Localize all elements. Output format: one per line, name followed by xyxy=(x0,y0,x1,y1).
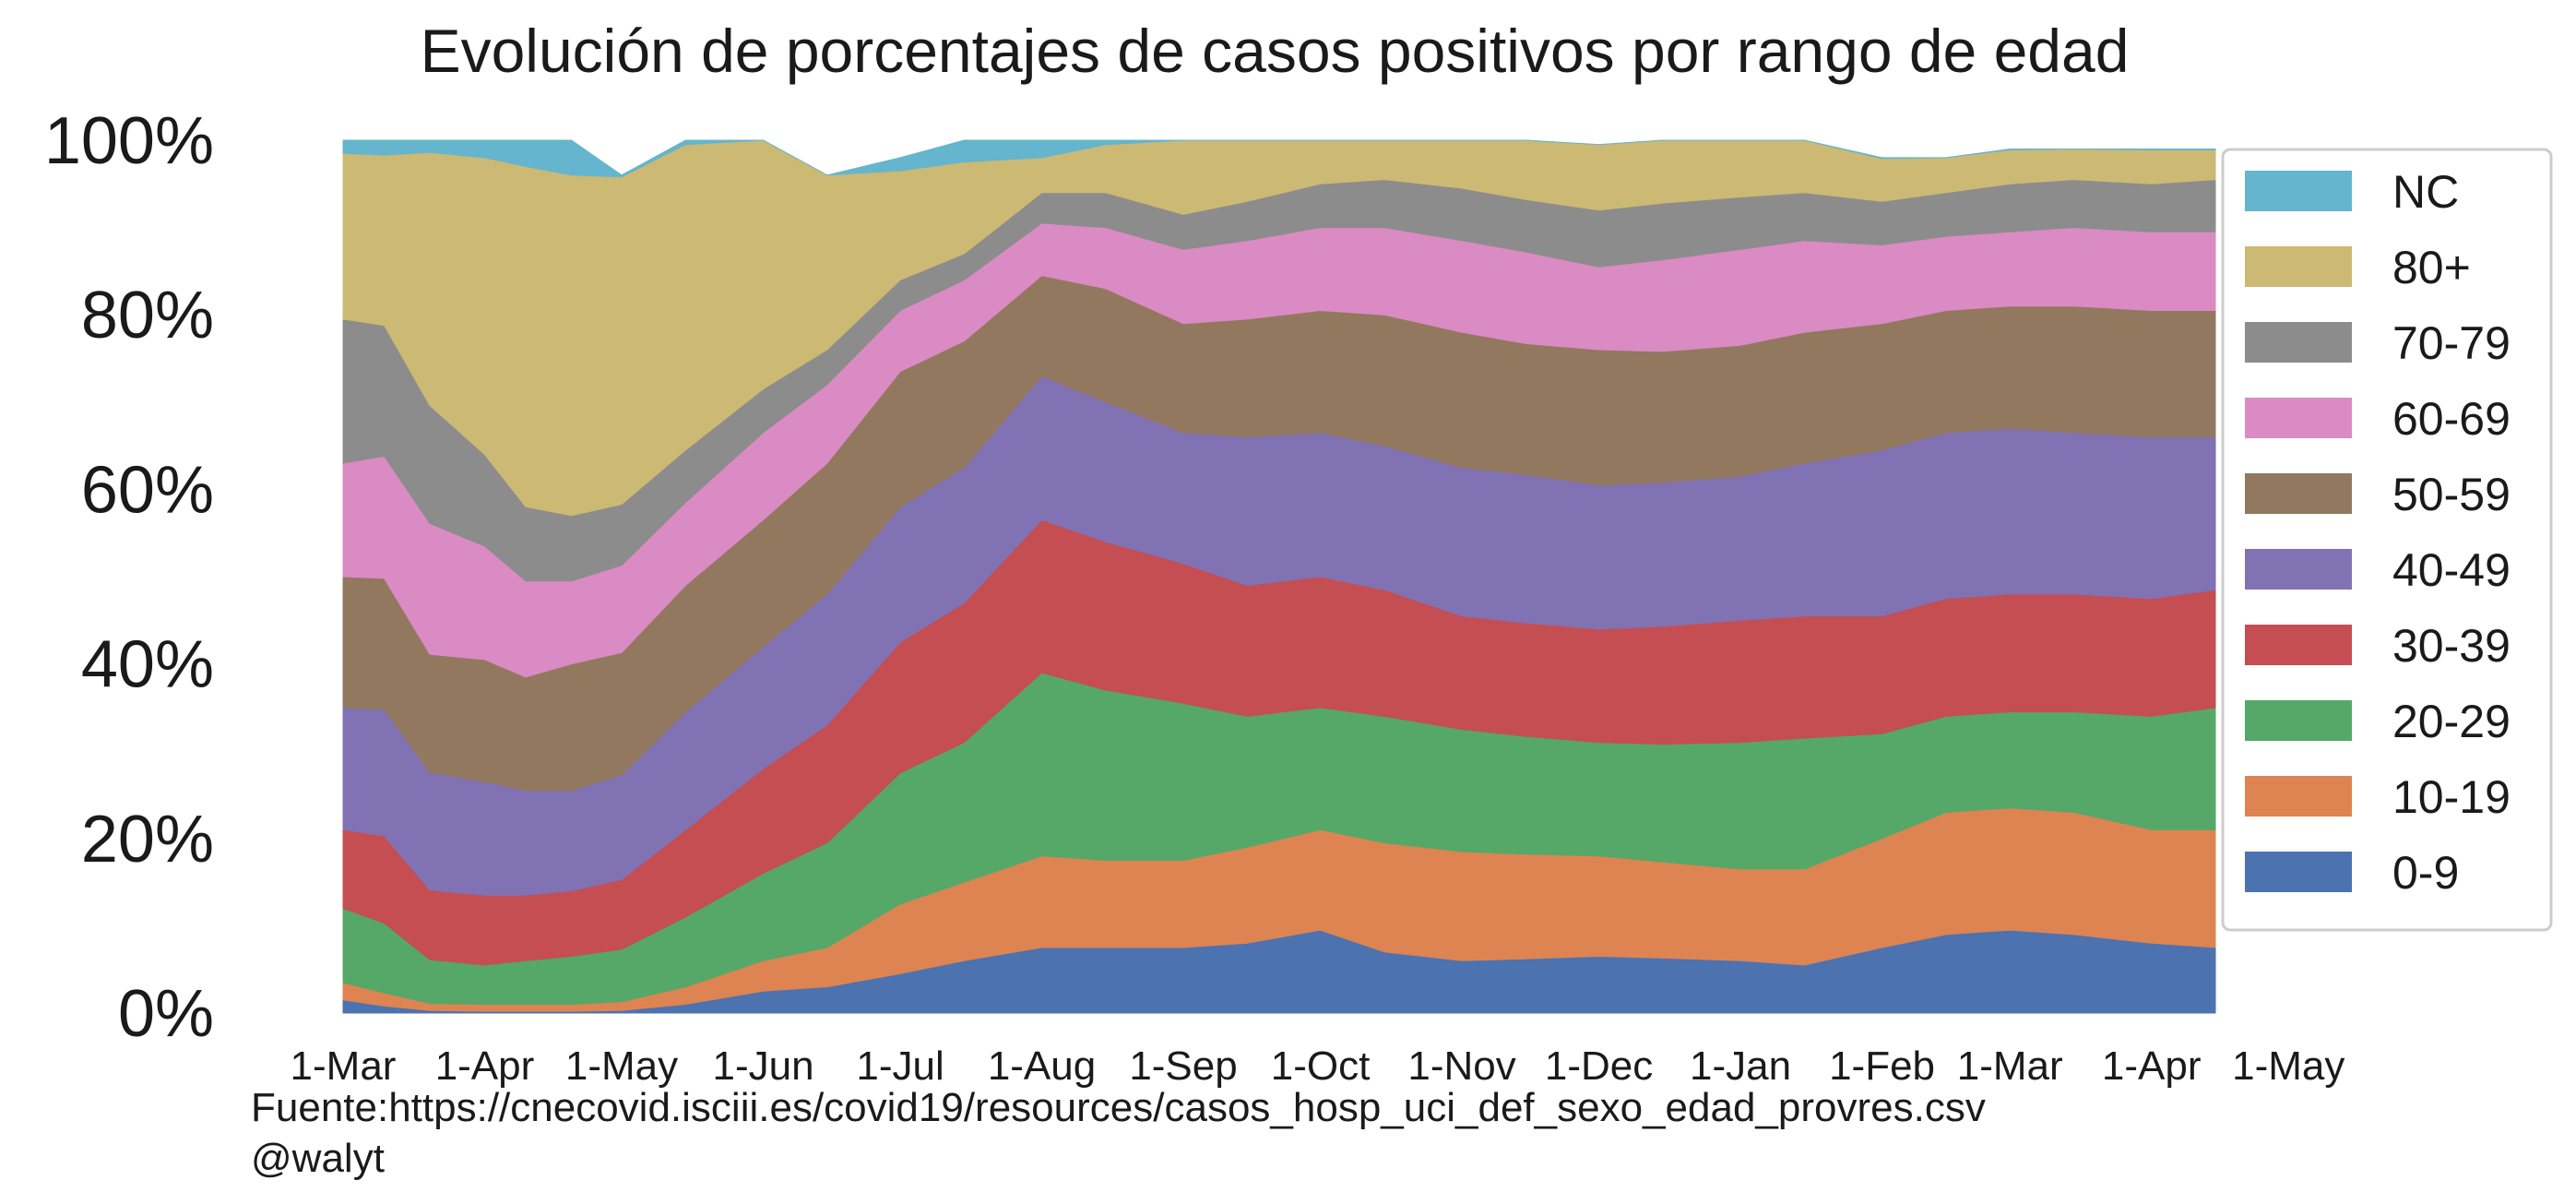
x-tick-label: 1-Aug xyxy=(988,1043,1096,1089)
legend-label: 50-59 xyxy=(2392,469,2511,520)
x-tick-label: 1-Jan xyxy=(1690,1043,1791,1089)
legend-swatch xyxy=(2245,171,2352,211)
x-tick-label: 1-May xyxy=(2232,1043,2345,1089)
x-tick-label: 1-Mar xyxy=(291,1043,397,1089)
area-layers xyxy=(342,139,2216,1014)
y-tick-label: 40% xyxy=(81,628,214,702)
x-tick-label: 1-Mar xyxy=(1957,1043,2063,1089)
y-axis-ticks: 0% 20% 40% 60% 80% 100% xyxy=(44,104,214,1051)
x-tick-label: 1-Dec xyxy=(1545,1043,1653,1089)
area-NC xyxy=(342,139,2216,178)
legend-swatch xyxy=(2245,322,2352,363)
chart-title: Evolución de porcentajes de casos positi… xyxy=(421,17,2130,85)
y-tick-label: 20% xyxy=(81,803,214,876)
legend-swatch xyxy=(2245,700,2352,741)
legend-label: 60-69 xyxy=(2392,393,2511,445)
x-axis-ticks: 1-Mar 1-Apr 1-May 1-Jun 1-Jul 1-Aug 1-Sep 1-Oct… xyxy=(291,1043,2345,1089)
x-tick-label: 1-May xyxy=(565,1043,678,1089)
legend-swatch xyxy=(2245,776,2352,817)
legend-swatch xyxy=(2245,473,2352,514)
source-note: Fuente:https://cnecovid.isciii.es/covid1… xyxy=(251,1085,1986,1130)
x-tick-label: 1-Sep xyxy=(1129,1043,1237,1089)
x-tick-label: 1-Jun xyxy=(712,1043,813,1089)
credit-note: @walyt xyxy=(251,1136,385,1181)
legend-label: 40-49 xyxy=(2392,544,2511,596)
legend-label: NC xyxy=(2392,166,2459,218)
legend-label: 30-39 xyxy=(2392,620,2511,672)
legend-label: 0-9 xyxy=(2392,847,2459,899)
x-tick-label: 1-Apr xyxy=(2102,1043,2202,1089)
x-tick-label: 1-Nov xyxy=(1407,1043,1515,1089)
x-tick-label: 1-Apr xyxy=(435,1043,535,1089)
legend-swatch xyxy=(2245,549,2352,590)
legend-swatch xyxy=(2245,398,2352,438)
x-tick-label: 1-Feb xyxy=(1829,1043,1935,1089)
legend-label: 70-79 xyxy=(2392,317,2511,369)
y-tick-label: 100% xyxy=(44,104,214,178)
y-tick-label: 60% xyxy=(81,453,214,527)
legend: NC 80+ 70-79 60-69 50-59 40-49 30-39 20-29 10-19… xyxy=(2221,148,2553,932)
y-tick-label: 0% xyxy=(118,977,214,1051)
x-tick-label: 1-Oct xyxy=(1271,1043,1371,1089)
y-tick-label: 80% xyxy=(81,279,214,352)
legend-swatch xyxy=(2245,852,2352,892)
legend-swatch xyxy=(2245,625,2352,665)
x-tick-label: 1-Jul xyxy=(856,1043,944,1089)
legend-label: 10-19 xyxy=(2392,771,2511,823)
legend-swatch xyxy=(2245,246,2352,287)
legend-label: 20-29 xyxy=(2392,696,2511,747)
legend-label: 80+ xyxy=(2392,242,2471,293)
